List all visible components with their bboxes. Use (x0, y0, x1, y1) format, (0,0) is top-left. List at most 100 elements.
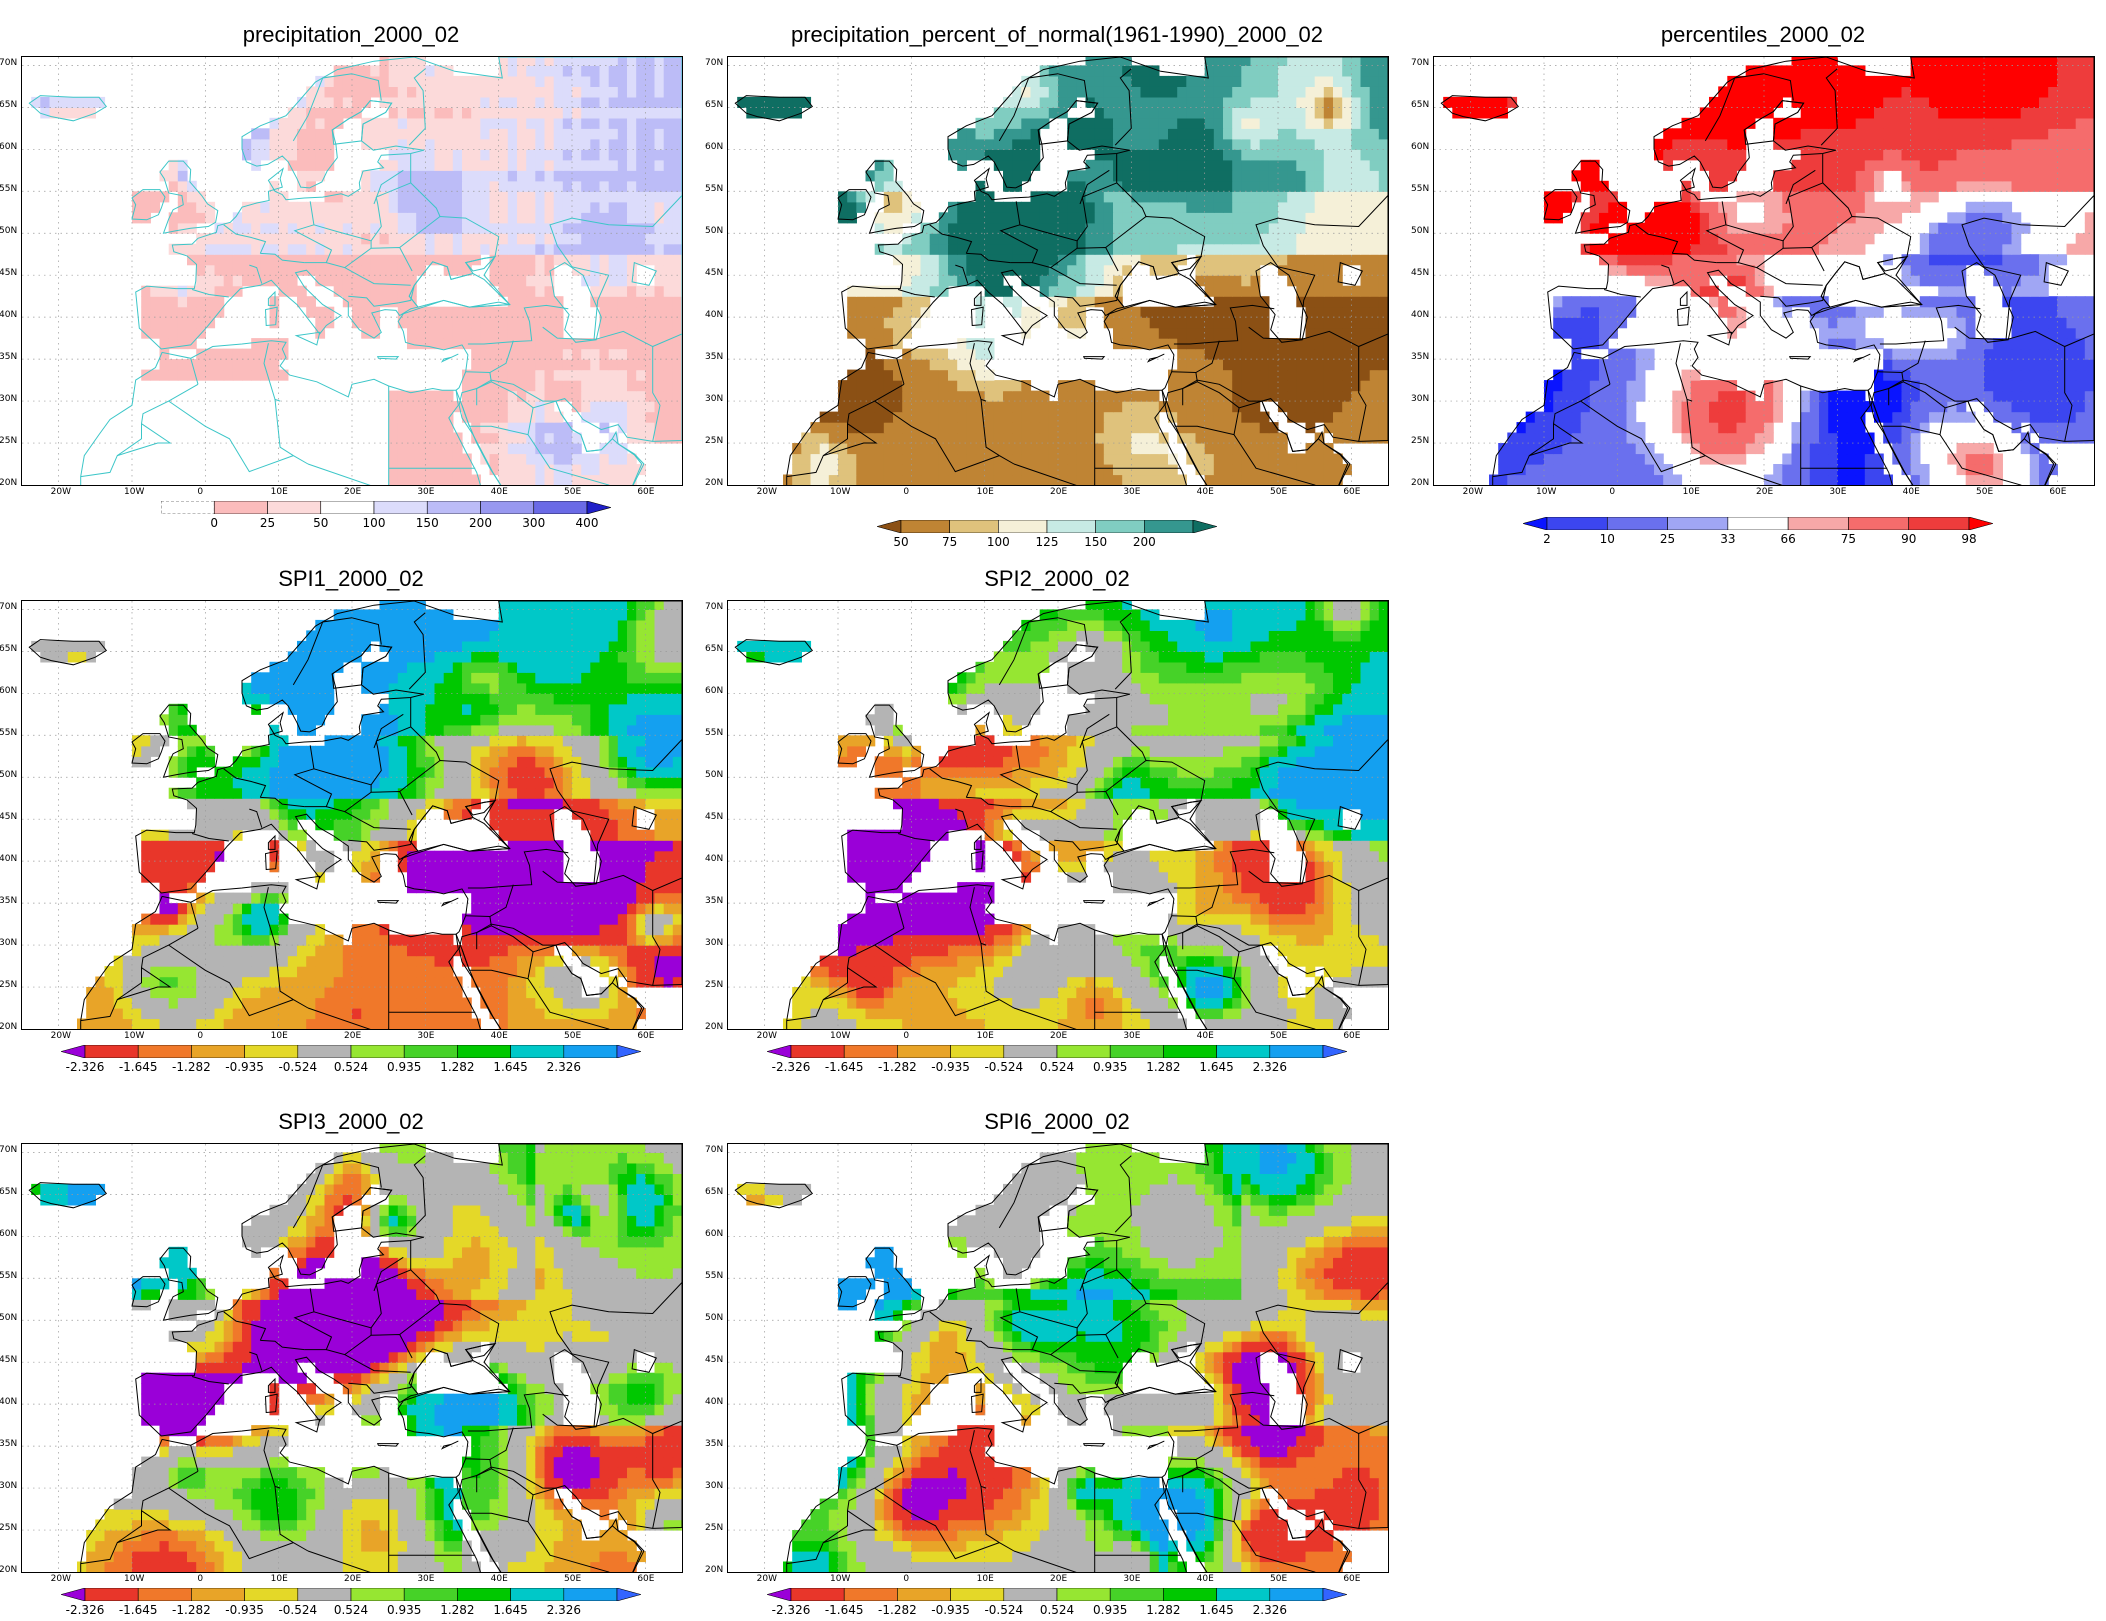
lat-tick-label: 30N (705, 938, 723, 948)
colorbar-arrow-right (617, 1045, 641, 1058)
colorbar-segment (85, 1045, 138, 1058)
colorbar-segment (1909, 517, 1969, 530)
lon-tick-label: 10W (830, 487, 850, 497)
colorbar-label: -0.524 (278, 1060, 317, 1074)
lon-tick-label: 0 (903, 1574, 909, 1584)
lon-tick-label: 40E (491, 487, 508, 497)
lon-tick-label: 50E (1270, 1031, 1287, 1041)
colorbar-label: 1.645 (493, 1603, 527, 1617)
colorbar-label: -2.326 (66, 1603, 105, 1617)
lat-tick-label: 60N (705, 142, 723, 152)
lat-tick-label: 50N (705, 1313, 723, 1323)
colorbar-segment (844, 1588, 897, 1601)
colorbar-arrow-right (1969, 517, 1993, 530)
colorbar-arrow-left (1523, 517, 1547, 530)
lat-tick-label: 20N (705, 478, 723, 488)
lat-tick-label: 70N (0, 1145, 17, 1155)
lon-tick-label: 10E (1683, 487, 1700, 497)
colorbar-label: 90 (1901, 532, 1916, 546)
colorbar-segment (351, 1045, 404, 1058)
colorbar-label: 200 (469, 516, 492, 530)
lat-tick-label: 20N (0, 1565, 17, 1575)
lon-tick-label: 0 (1609, 487, 1615, 497)
colorbar-segment (1110, 1045, 1163, 1058)
lon-tick-label: 20E (1756, 487, 1773, 497)
lat-tick-label: 60N (0, 1229, 17, 1239)
colorbar-label: 1.282 (440, 1603, 474, 1617)
lon-tick-label: 20E (1050, 1031, 1067, 1041)
lat-tick-label: 45N (0, 1355, 17, 1365)
colorbar-label: -0.935 (931, 1603, 970, 1617)
lat-tick-label: 25N (1411, 436, 1429, 446)
colorbar-segment (138, 1045, 191, 1058)
colorbar-label: -2.326 (772, 1603, 811, 1617)
colorbar-label: -0.524 (984, 1603, 1023, 1617)
colorbar-label: 0.524 (1040, 1603, 1074, 1617)
colorbar-segment (511, 1045, 564, 1058)
colorbar-segment (191, 1045, 244, 1058)
lat-tick-label: 50N (1411, 226, 1429, 236)
colorbar-segment (1668, 517, 1728, 530)
colorbar-label: 200 (1133, 535, 1156, 549)
lat-tick-label: 20N (705, 1565, 723, 1575)
lon-tick-label: 20W (757, 487, 777, 497)
colorbar-segment (534, 501, 587, 514)
colorbar-arrow-right (1193, 520, 1217, 533)
colorbar-segment (1110, 1588, 1163, 1601)
lat-tick-label: 25N (0, 436, 17, 446)
colorbar-label: -1.282 (878, 1603, 917, 1617)
lat-tick-label: 50N (0, 226, 17, 236)
colorbar-segment (161, 501, 214, 514)
lat-tick-label: 20N (0, 478, 17, 488)
colorbar-segment (1163, 1045, 1216, 1058)
lat-tick-label: 35N (1411, 352, 1429, 362)
lon-tick-label: 20E (1050, 1574, 1067, 1584)
colorbar-label: -2.326 (66, 1060, 105, 1074)
colorbar-label: 125 (1036, 535, 1059, 549)
colorbar-segment (245, 1588, 298, 1601)
lat-tick-label: 30N (0, 938, 17, 948)
lat-tick-label: 35N (0, 896, 17, 906)
lat-tick-label: 55N (0, 1271, 17, 1281)
lon-tick-label: 50E (1270, 487, 1287, 497)
colorbar-label: 2.326 (547, 1060, 581, 1074)
lat-tick-label: 65N (705, 1187, 723, 1197)
colorbar-label: -1.645 (825, 1060, 864, 1074)
lon-tick-label: 40E (1197, 487, 1214, 497)
colorbar-segment (511, 1588, 564, 1601)
lon-tick-label: 20E (344, 1031, 361, 1041)
colorbar-segment (1607, 517, 1667, 530)
colorbar-label: 0.935 (387, 1060, 421, 1074)
colorbar-label: 1.282 (1146, 1060, 1180, 1074)
colorbar-label: 2 (1543, 532, 1551, 546)
lat-tick-label: 40N (705, 1397, 723, 1407)
lon-tick-label: 10W (124, 487, 144, 497)
colorbar-arrow-left (877, 520, 901, 533)
lon-tick-label: 30E (1829, 487, 1846, 497)
lon-tick-label: 10W (830, 1574, 850, 1584)
colorbar-label: -1.282 (172, 1060, 211, 1074)
colorbar-segment (1217, 1588, 1270, 1601)
lat-tick-label: 70N (1411, 58, 1429, 68)
lon-tick-label: 60E (1343, 487, 1360, 497)
colorbar-label: 1.282 (1146, 1603, 1180, 1617)
lat-tick-label: 25N (0, 980, 17, 990)
lon-tick-label: 0 (903, 1031, 909, 1041)
colorbar-label: 150 (416, 516, 439, 530)
map-title: SPI2_2000_02 (722, 566, 1392, 592)
lon-tick-label: 0 (197, 1574, 203, 1584)
colorbar-label: 0.935 (387, 1603, 421, 1617)
lon-tick-label: 60E (637, 487, 654, 497)
lon-tick-label: 0 (903, 487, 909, 497)
lat-tick-label: 30N (705, 394, 723, 404)
lon-tick-label: 10E (271, 487, 288, 497)
lon-tick-label: 10E (977, 1031, 994, 1041)
map-plot-area (727, 1143, 1389, 1573)
lat-tick-label: 40N (705, 854, 723, 864)
lon-tick-label: 20E (344, 1574, 361, 1584)
colorbar-segment (998, 520, 1047, 533)
lat-tick-label: 50N (0, 1313, 17, 1323)
colorbar-segment (85, 1588, 138, 1601)
colorbar-label: 25 (1660, 532, 1675, 546)
